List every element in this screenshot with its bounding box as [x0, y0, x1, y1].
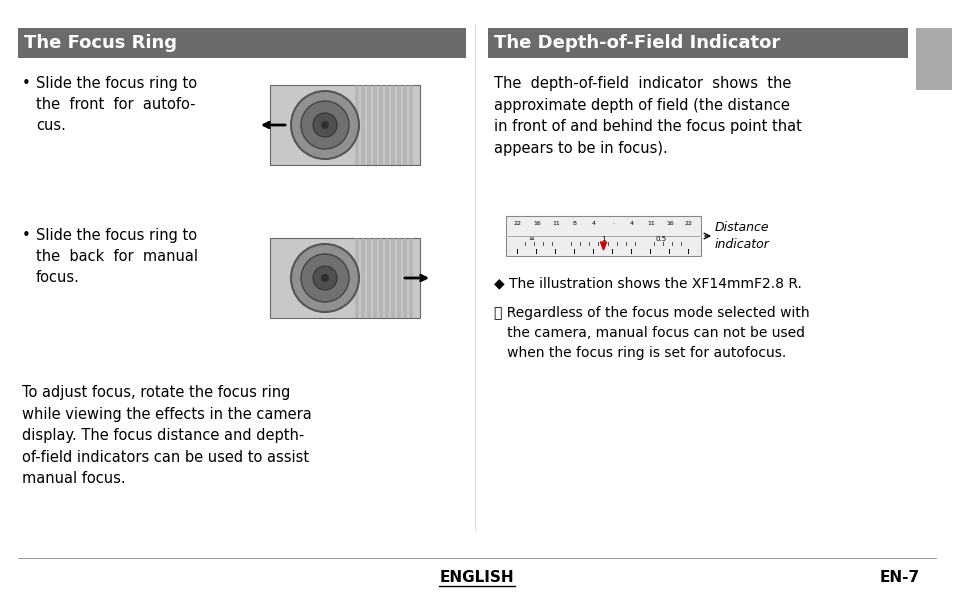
Bar	[360, 85, 365, 165]
Bar	[574, 249, 575, 254]
Bar	[688, 249, 689, 254]
Text: 16: 16	[665, 221, 673, 226]
Text: Distance
indicator: Distance indicator	[714, 221, 769, 251]
Bar	[360, 238, 365, 318]
Bar	[396, 85, 400, 165]
Bar	[391, 238, 395, 318]
Circle shape	[291, 91, 358, 159]
Text: 11: 11	[552, 221, 559, 226]
Bar	[378, 85, 382, 165]
Bar	[409, 85, 413, 165]
Circle shape	[301, 101, 349, 149]
Text: 22: 22	[684, 221, 692, 226]
Bar	[373, 238, 376, 318]
Text: Slide the focus ring to
the  front  for  autofo-
cus.: Slide the focus ring to the front for au…	[36, 76, 197, 133]
Text: ∞: ∞	[528, 236, 534, 242]
Text: 4: 4	[629, 221, 634, 226]
Bar	[385, 85, 389, 165]
Bar	[385, 238, 389, 318]
Text: 4: 4	[592, 221, 596, 226]
Bar	[396, 238, 400, 318]
Bar	[915, 28, 951, 90]
Bar	[18, 28, 465, 58]
Bar	[355, 85, 358, 165]
Circle shape	[320, 274, 329, 282]
Text: The Depth-of-Field Indicator: The Depth-of-Field Indicator	[494, 34, 780, 52]
Text: To adjust focus, rotate the focus ring
while viewing the effects in the camera
d: To adjust focus, rotate the focus ring w…	[22, 385, 312, 486]
Text: The Focus Ring: The Focus Ring	[24, 34, 177, 52]
Text: 1: 1	[600, 236, 604, 242]
Circle shape	[313, 266, 336, 290]
Bar	[612, 249, 613, 254]
Text: ◆ The illustration shows the XF14mmF2.8 R.: ◆ The illustration shows the XF14mmF2.8 …	[494, 276, 801, 290]
Circle shape	[301, 254, 349, 302]
Circle shape	[291, 244, 358, 312]
Bar	[367, 85, 371, 165]
Text: •: •	[22, 228, 30, 243]
Bar	[409, 238, 413, 318]
Bar	[593, 249, 594, 254]
Text: 8: 8	[573, 221, 577, 226]
Text: ⓘ Regardless of the focus mode selected with
   the camera, manual focus can not: ⓘ Regardless of the focus mode selected …	[494, 306, 809, 360]
Bar	[488, 28, 907, 58]
Text: Slide the focus ring to
the  back  for  manual
focus.: Slide the focus ring to the back for man…	[36, 228, 198, 285]
Bar	[373, 85, 376, 165]
Bar	[391, 85, 395, 165]
Bar	[270, 85, 419, 165]
Circle shape	[320, 121, 329, 129]
Bar	[402, 85, 407, 165]
Bar	[650, 249, 651, 254]
Bar	[378, 238, 382, 318]
Bar	[555, 249, 556, 254]
Text: 16: 16	[533, 221, 540, 226]
Polygon shape	[599, 242, 606, 250]
Text: 11: 11	[646, 221, 654, 226]
Text: 22: 22	[514, 221, 521, 226]
Bar	[355, 238, 358, 318]
Text: 0.5: 0.5	[655, 236, 666, 242]
Bar	[517, 249, 518, 254]
Bar	[402, 238, 407, 318]
Text: •: •	[22, 76, 30, 91]
Bar	[505, 216, 700, 256]
Bar	[367, 238, 371, 318]
Circle shape	[313, 113, 336, 137]
Text: The  depth-of-field  indicator  shows  the
approximate depth of field (the dista: The depth-of-field indicator shows the a…	[494, 76, 801, 156]
Bar	[270, 238, 419, 318]
Bar	[669, 249, 670, 254]
Text: ·: ·	[612, 221, 614, 226]
Bar	[536, 249, 537, 254]
Bar	[631, 249, 632, 254]
Text: ENGLISH: ENGLISH	[439, 571, 514, 585]
Text: EN-7: EN-7	[879, 571, 919, 585]
